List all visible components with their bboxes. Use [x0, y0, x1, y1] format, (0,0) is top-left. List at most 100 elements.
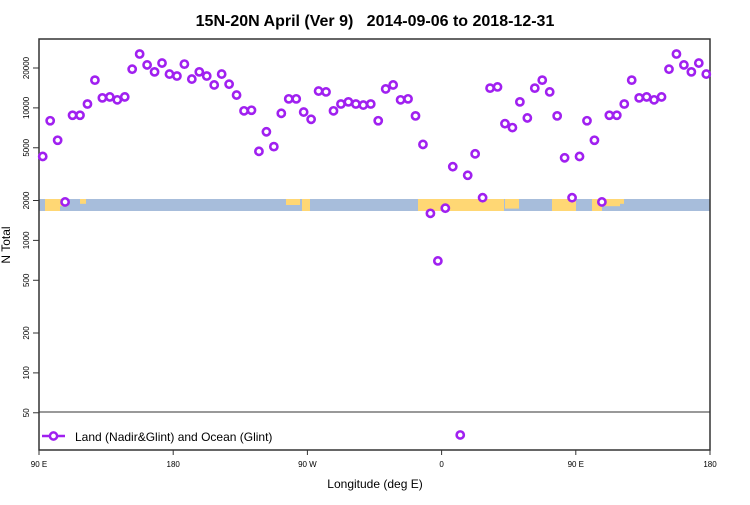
- x-tick-label: 90 E: [568, 460, 584, 469]
- data-point: [186, 74, 197, 84]
- data-point: [112, 94, 123, 105]
- data-point: [201, 71, 212, 81]
- data-point: [395, 94, 406, 105]
- y-tick-label: 200: [22, 326, 31, 340]
- data-point: [261, 126, 272, 137]
- data-point: [649, 94, 659, 105]
- data-point: [418, 139, 428, 150]
- land-region: [45, 199, 60, 211]
- chart-title: 15N-20N April (Ver 9) 2014-09-06 to 2018…: [196, 13, 555, 30]
- x-axis-label: Longitude (deg E): [327, 477, 422, 491]
- data-point: [492, 82, 503, 92]
- data-point: [194, 66, 205, 77]
- data-point: [321, 87, 331, 97]
- legend-marker: [48, 431, 59, 441]
- land-region: [620, 199, 624, 204]
- legend-label: Land (Nadir&Glint) and Ocean (Glint): [75, 430, 272, 444]
- data-point: [582, 115, 592, 126]
- data-point: [403, 93, 413, 104]
- data-point: [365, 99, 376, 109]
- land-region: [505, 199, 519, 209]
- data-point: [306, 114, 317, 125]
- data-point: [679, 60, 689, 70]
- y-tick-label: 50: [22, 408, 31, 417]
- data-point: [142, 60, 153, 70]
- data-point: [209, 80, 220, 90]
- data-point: [425, 208, 436, 219]
- data-point: [410, 111, 421, 121]
- data-point: [522, 113, 533, 123]
- land-region: [80, 199, 86, 204]
- data-point: [589, 135, 600, 146]
- data-point: [276, 108, 287, 119]
- data-point: [455, 430, 466, 440]
- land-region: [302, 199, 310, 211]
- land-region: [604, 199, 620, 207]
- y-axis-label: N Total: [0, 226, 13, 263]
- data-point: [231, 90, 242, 100]
- land-region: [592, 199, 602, 211]
- x-tick-label: 90 E: [31, 460, 47, 469]
- data-point: [388, 80, 399, 90]
- data-point: [552, 111, 563, 121]
- data-point: [485, 83, 495, 94]
- data-point: [172, 71, 182, 81]
- data-point: [380, 84, 391, 94]
- x-tick-label: 180: [167, 460, 181, 469]
- y-tick-label: 20000: [22, 56, 31, 79]
- data-point: [291, 93, 302, 104]
- data-point: [336, 99, 346, 109]
- data-point: [671, 49, 682, 59]
- data-point: [462, 170, 473, 181]
- data-point: [164, 69, 175, 79]
- data-point: [343, 96, 354, 107]
- data-point: [134, 49, 145, 59]
- data-point: [500, 118, 510, 129]
- y-tick-label: 5000: [22, 138, 31, 156]
- y-tick-label: 1000: [22, 231, 31, 249]
- data-point: [507, 122, 518, 133]
- data-point: [470, 148, 481, 159]
- data-point: [75, 110, 85, 121]
- y-axis: 50 100 200 500 1000 2000 5000 10000 20000: [22, 56, 39, 417]
- data-point: [97, 92, 108, 103]
- data-point: [358, 100, 369, 110]
- data-point: [246, 105, 257, 116]
- data-point: [149, 66, 160, 77]
- data-point: [224, 79, 235, 90]
- data-point: [82, 99, 93, 109]
- data-point: [440, 203, 451, 214]
- data-point: [373, 115, 384, 126]
- data-point: [574, 151, 585, 162]
- data-point: [544, 87, 555, 97]
- y-tick-label: 100: [22, 366, 31, 380]
- y-tick-label: 500: [22, 273, 31, 287]
- data-point: [350, 99, 361, 109]
- data-point: [686, 66, 697, 77]
- data-point: [254, 146, 264, 157]
- data-point: [611, 110, 622, 121]
- data-point: [90, 75, 100, 86]
- data-point: [119, 92, 130, 102]
- data-point: [604, 110, 615, 121]
- data-point: [559, 152, 570, 163]
- x-tick-label: 180: [703, 460, 717, 469]
- data-point: [477, 192, 488, 203]
- legend: Land (Nadir&Glint) and Ocean (Glint): [42, 430, 272, 444]
- x-axis: 90 E 180 90 W 0 90 E 180: [31, 450, 717, 469]
- y-tick-label: 10000: [22, 96, 31, 119]
- data-point: [313, 86, 324, 96]
- data-point: [127, 64, 138, 75]
- data-point: [447, 161, 458, 172]
- data-point: [567, 192, 577, 203]
- data-point: [626, 75, 637, 86]
- data-point: [656, 92, 667, 102]
- x-tick-label: 0: [439, 460, 444, 469]
- data-point: [664, 64, 674, 75]
- data-point: [67, 110, 78, 121]
- data-point: [60, 197, 70, 207]
- data-point: [432, 256, 443, 266]
- data-point: [328, 105, 339, 116]
- data-point: [701, 69, 712, 79]
